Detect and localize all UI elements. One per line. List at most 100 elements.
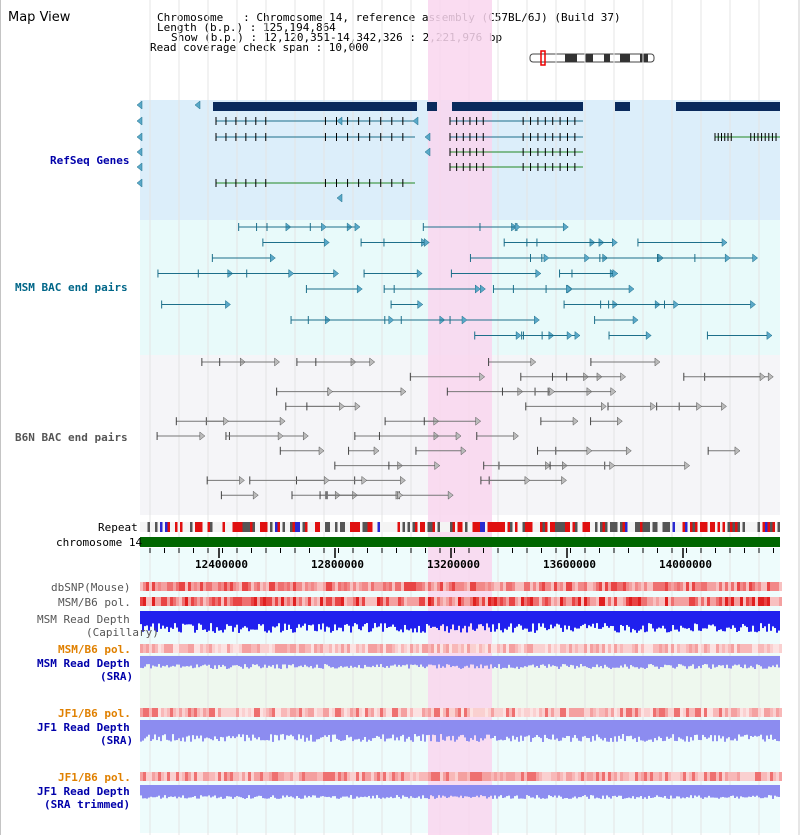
dbsnp-cell bbox=[446, 582, 449, 591]
pol-sra-cell bbox=[158, 644, 161, 653]
jf1-depth-trim-bar bbox=[702, 785, 704, 799]
jf1-pol-cell bbox=[542, 708, 545, 717]
msm-depth-sra-bar bbox=[290, 656, 292, 666]
msm-depth-sra-bar bbox=[564, 656, 566, 665]
msm-depth-cap-bar bbox=[582, 611, 584, 625]
msm-depth-sra-bar bbox=[166, 656, 168, 666]
pol-cell bbox=[755, 597, 758, 606]
pol-cell bbox=[302, 597, 305, 606]
jf1-pol-cell bbox=[449, 708, 452, 717]
msm-depth-sra-bar bbox=[602, 656, 604, 669]
pol-cell bbox=[173, 597, 176, 606]
msm-depth-sra-bar bbox=[404, 656, 406, 666]
msm-depth-cap-bar bbox=[548, 611, 550, 630]
jf1-depth-sra-bar bbox=[240, 720, 242, 738]
track-label-refseq[interactable]: RefSeq Genes bbox=[50, 154, 130, 167]
msm-depth-sra-bar bbox=[296, 656, 298, 668]
pol-sra-cell bbox=[773, 644, 776, 653]
pol-cell bbox=[485, 597, 488, 606]
jf1-pol-cell bbox=[170, 708, 173, 717]
msm-depth-cap-bar bbox=[170, 611, 172, 628]
pol-sra-cell bbox=[749, 644, 752, 653]
msm-depth-cap-bar bbox=[198, 611, 200, 624]
msm-depth-cap-bar bbox=[444, 611, 446, 632]
pol-sra-cell bbox=[371, 644, 374, 653]
msm-depth-sra-bar bbox=[248, 656, 250, 669]
track-label-msm-bac[interactable]: MSM BAC end pairs bbox=[15, 281, 128, 294]
dbsnp-cell bbox=[203, 582, 206, 591]
repeat-segment bbox=[162, 522, 165, 532]
pol-sra-cell bbox=[473, 644, 476, 653]
pol-cell bbox=[626, 597, 629, 606]
msm-depth-cap-bar bbox=[652, 611, 654, 629]
msm-depth-sra-bar bbox=[300, 656, 302, 666]
jf1-pol-cell bbox=[245, 708, 248, 717]
msm-depth-sra-bar bbox=[720, 656, 722, 666]
dbsnp-cell bbox=[392, 582, 395, 591]
pol-cell bbox=[386, 597, 389, 606]
jf1-depth-trim-bar bbox=[452, 785, 454, 797]
jf1-depth-sra-bar bbox=[282, 720, 284, 735]
jf1-depth-sra-bar bbox=[512, 720, 514, 736]
pol-sra-cell bbox=[632, 644, 635, 653]
jf1-depth-trim-bar bbox=[718, 785, 720, 799]
jf1-depth-trim-bar bbox=[644, 785, 646, 798]
msm-depth-cap-bar bbox=[300, 611, 302, 628]
jf1-pol-trim-cell bbox=[635, 772, 638, 781]
jf1-depth-trim-bar bbox=[154, 785, 156, 798]
jf1-pol-trim-cell bbox=[476, 772, 479, 781]
msm-depth-cap-bar bbox=[716, 611, 718, 632]
jf1-pol-trim-cell bbox=[440, 772, 443, 781]
dbsnp-cell bbox=[491, 582, 494, 591]
repeat-segment bbox=[662, 522, 665, 532]
jf1-depth-sra-bar bbox=[632, 720, 634, 740]
jf1-depth-sra-bar bbox=[380, 720, 382, 739]
msm-depth-sra-bar bbox=[760, 656, 762, 667]
msm-depth-sra-bar bbox=[206, 656, 208, 666]
jf1-depth-sra-bar bbox=[600, 720, 602, 739]
track-label-b6n-bac[interactable]: B6N BAC end pairs bbox=[15, 431, 128, 444]
msm-depth-sra-bar bbox=[226, 656, 228, 669]
dbsnp-cell bbox=[353, 582, 356, 591]
jf1-pol-cell bbox=[470, 708, 473, 717]
jf1-pol-cell bbox=[257, 708, 260, 717]
pol-sra-cell bbox=[143, 644, 146, 653]
jf1-depth-sra-bar bbox=[604, 720, 606, 738]
jf1-depth-sra-bar bbox=[770, 720, 772, 735]
jf1-pol-cell bbox=[419, 708, 422, 717]
pol-cell bbox=[758, 597, 761, 606]
msm-depth-cap-bar bbox=[586, 611, 588, 629]
msm-depth-sra-bar bbox=[496, 656, 498, 668]
b6n-pair-arrow bbox=[327, 387, 333, 397]
jf1-depth-sra-bar bbox=[708, 720, 710, 738]
pol-cell bbox=[368, 597, 371, 606]
pol-sra-cell bbox=[698, 644, 701, 653]
jf1-depth-sra-bar bbox=[414, 720, 416, 735]
jf1-pol-cell bbox=[674, 708, 677, 717]
jf1-depth-trim-bar bbox=[420, 785, 422, 799]
jf1-pol-cell bbox=[635, 708, 638, 717]
jf1-depth-trim-bar bbox=[240, 785, 242, 798]
msm-depth-sra-bar bbox=[632, 656, 634, 667]
dbsnp-cell bbox=[638, 582, 641, 591]
msm-depth-sra-bar bbox=[426, 656, 428, 667]
msm-depth-cap-bar bbox=[150, 611, 152, 627]
jf1-depth-sra-bar bbox=[548, 720, 550, 740]
jf1-depth-sra-bar bbox=[220, 720, 222, 737]
dbsnp-cell bbox=[548, 582, 551, 591]
dbsnp-cell bbox=[407, 582, 410, 591]
jf1-depth-trim-bar bbox=[400, 785, 402, 799]
msm-depth-sra-bar bbox=[672, 656, 674, 668]
repeat-segment bbox=[672, 522, 675, 532]
dbsnp-cell bbox=[161, 582, 164, 591]
dbsnp-cell bbox=[590, 582, 593, 591]
repeat-segment bbox=[512, 522, 515, 532]
jf1-depth-sra-bar bbox=[670, 720, 672, 738]
msm-depth-cap-bar bbox=[240, 611, 242, 630]
msm-depth-sra-bar bbox=[360, 656, 362, 669]
jf1-pol-cell bbox=[575, 708, 578, 717]
msm-depth-sra-bar bbox=[714, 656, 716, 668]
jf1-pol-cell bbox=[344, 708, 347, 717]
msm-depth-cap-bar bbox=[470, 611, 472, 624]
